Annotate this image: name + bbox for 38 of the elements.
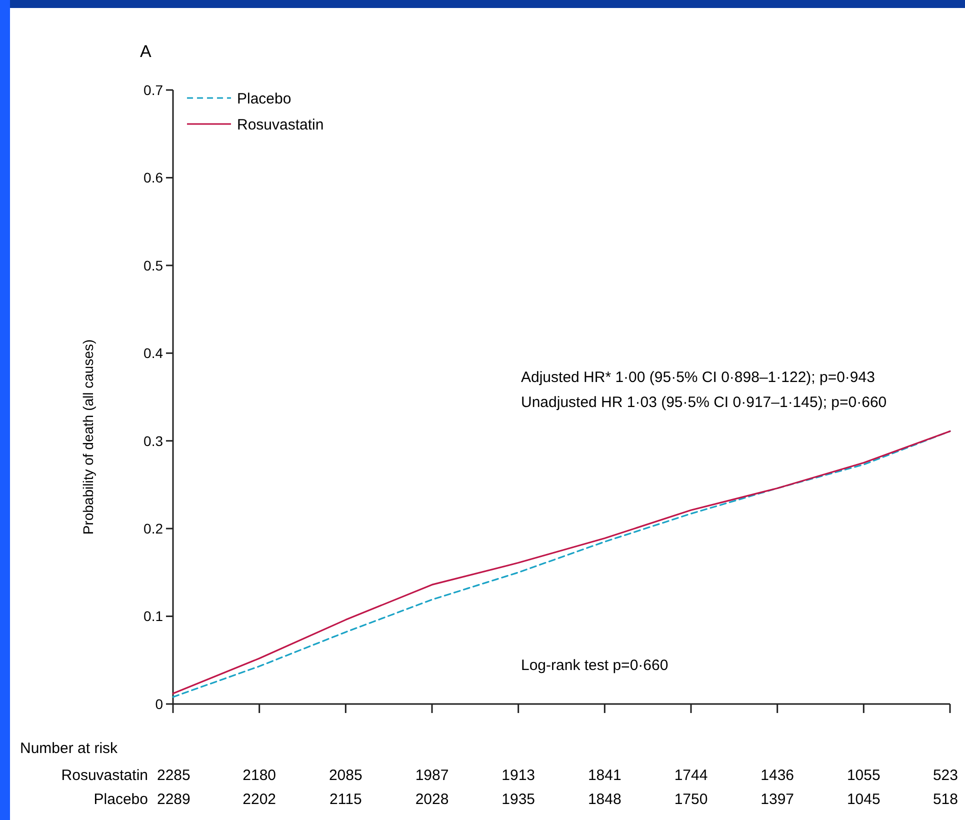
text: 1913	[502, 767, 536, 784]
annotation: Unadjusted HR 1·03 (95·5% CI 0·917–1·145); p=0·660	[521, 394, 887, 411]
text: Rosuvastatin	[61, 767, 148, 784]
text: 2202	[242, 791, 276, 808]
text: Number at risk	[20, 740, 118, 757]
text: 2115	[330, 791, 362, 808]
text: 1397	[760, 791, 794, 808]
legend-label: Rosuvastatin	[237, 116, 324, 134]
text: 1744	[674, 767, 708, 784]
text: 523	[932, 767, 958, 784]
text: 2180	[242, 767, 276, 784]
text: 2289	[157, 791, 190, 808]
text: 1987	[415, 767, 449, 784]
text: 1841	[588, 767, 622, 784]
y-tick-label: 0.4	[144, 345, 164, 362]
text: 1045	[846, 791, 880, 808]
y-tick-label: 0.1	[144, 608, 164, 624]
text: 1750	[674, 791, 708, 808]
text: 518	[932, 791, 958, 808]
y-tick-label: 0	[155, 696, 164, 712]
text: Placebo	[94, 791, 148, 808]
y-tick-label: 0.3	[144, 432, 164, 449]
text: 1935	[502, 791, 536, 808]
y-tick-label: 0.7	[144, 82, 164, 98]
text: 1848	[588, 791, 622, 808]
text: 2085	[328, 767, 362, 784]
legend-label: Placebo	[237, 90, 292, 108]
y-tick-label: 0.2	[144, 520, 164, 536]
chart-title: A	[140, 42, 152, 61]
y-tick-label: 0.6	[144, 170, 164, 186]
text: 1436	[760, 767, 794, 784]
annotation: Adjusted HR* 1·00 (95·5% CI 0·898–1·122); p=0·943	[521, 369, 875, 386]
text: 1055	[846, 767, 880, 784]
y-tick-label: 0.5	[144, 257, 164, 274]
text: 2028	[415, 791, 449, 808]
annotation: Log-rank test p=0·660	[521, 657, 668, 674]
text: 2285	[157, 767, 190, 784]
y-axis-title: Probability of death (all causes)	[80, 339, 96, 535]
